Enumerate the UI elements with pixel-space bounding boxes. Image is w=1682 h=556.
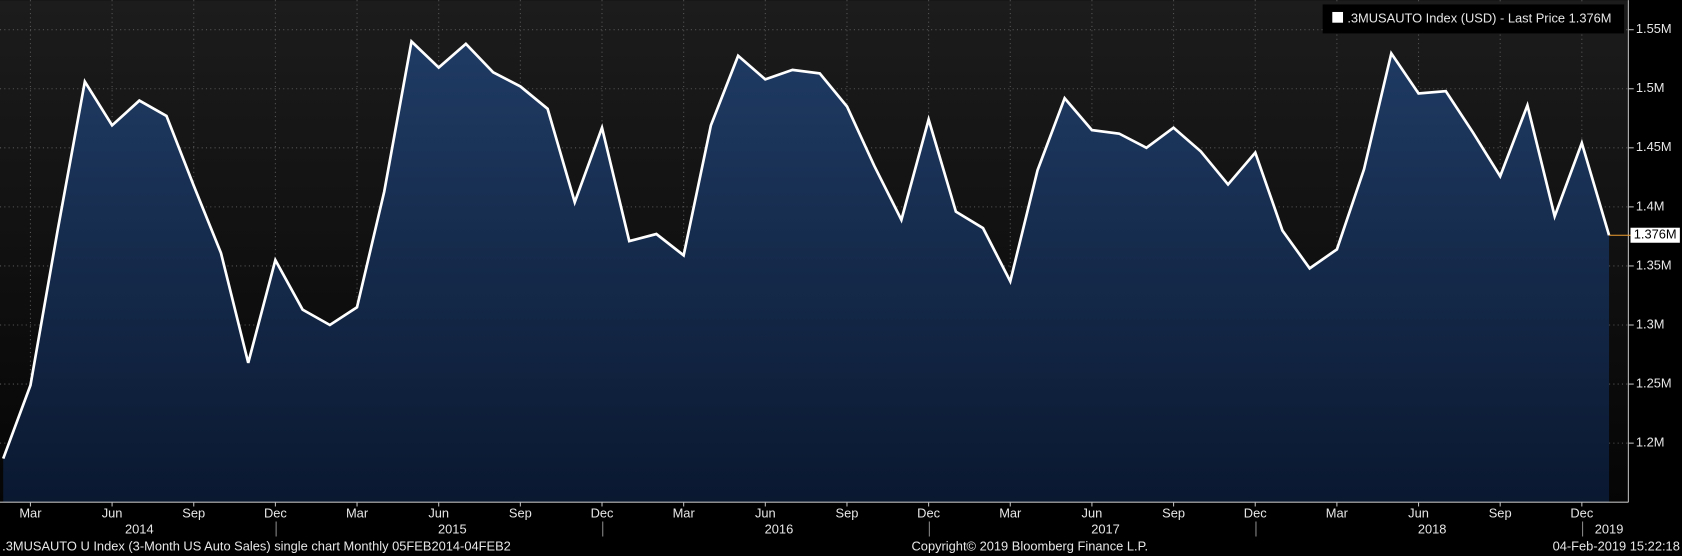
x-tick-label: Jun xyxy=(1082,505,1103,520)
x-tick-label: Sep xyxy=(182,505,205,520)
y-tick-label: 1.55M xyxy=(1636,21,1672,36)
x-tick-label: Mar xyxy=(673,505,696,520)
footer-center: Copyright© 2019 Bloomberg Finance L.P. xyxy=(912,539,1149,554)
last-price-badge xyxy=(1630,227,1680,243)
y-tick-label: 1.3M xyxy=(1636,316,1665,331)
year-label: 2018 xyxy=(1418,521,1447,536)
y-tick-label: 1.2M xyxy=(1636,435,1665,450)
y-tick-label: 1.25M xyxy=(1636,375,1672,390)
footer-bar xyxy=(0,536,1682,556)
year-label: 2019 xyxy=(1595,521,1624,536)
x-tick-label: Jun xyxy=(755,505,776,520)
footer-left: .3MUSAUTO U Index (3-Month US Auto Sales… xyxy=(2,539,511,554)
year-label: 2017 xyxy=(1091,521,1120,536)
x-tick-label: Sep xyxy=(836,505,859,520)
y-tick-label: 1.45M xyxy=(1636,139,1672,154)
x-tick-label: Dec xyxy=(917,505,940,520)
y-tick-label: 1.5M xyxy=(1636,80,1665,95)
year-label: 2015 xyxy=(438,521,467,536)
line xyxy=(1,38,1611,460)
x-axis-background xyxy=(0,502,1629,537)
x-tick-label: Dec xyxy=(1570,505,1593,520)
x-tick-label: Jun xyxy=(102,505,123,520)
x-tick-label: Jun xyxy=(428,505,449,520)
legend-swatch xyxy=(1332,11,1344,23)
year-label: 2014 xyxy=(125,521,154,536)
axis-background xyxy=(1628,0,1682,537)
x-tick-label: Sep xyxy=(509,505,532,520)
legend: .3MUSAUTO Index (USD) - Last Price 1.376… xyxy=(1322,4,1625,34)
x-tick-label: Mar xyxy=(1326,505,1349,520)
y-tick-label: 1.35M xyxy=(1636,257,1672,272)
x-tick-label: Sep xyxy=(1489,505,1512,520)
year-label: 2016 xyxy=(765,521,794,536)
legend-series: .3MUSAUTO Index (USD) xyxy=(1347,11,1496,26)
last-price-label: 1.376M xyxy=(1634,227,1677,242)
x-tick-label: Dec xyxy=(264,505,287,520)
x-tick-label: Mar xyxy=(19,505,42,520)
x-tick-label: Mar xyxy=(999,505,1022,520)
footer-right: 04-Feb-2019 15:22:18 xyxy=(1553,539,1680,554)
x-tick-label: Dec xyxy=(1244,505,1267,520)
y-tick-label: 1.4M xyxy=(1636,198,1665,213)
x-tick-label: Dec xyxy=(591,505,614,520)
legend-label: .3MUSAUTO Index (USD) - Last Price 1.376… xyxy=(1347,11,1611,26)
x-tick-label: Mar xyxy=(346,505,369,520)
x-tick-label: Jun xyxy=(1408,505,1429,520)
x-tick-label: Sep xyxy=(1162,505,1185,520)
legend-box xyxy=(1322,4,1625,34)
legend-caption: - Last Price xyxy=(1500,11,1565,26)
area xyxy=(3,41,1610,503)
legend-last-price: 1.376M xyxy=(1569,11,1612,26)
